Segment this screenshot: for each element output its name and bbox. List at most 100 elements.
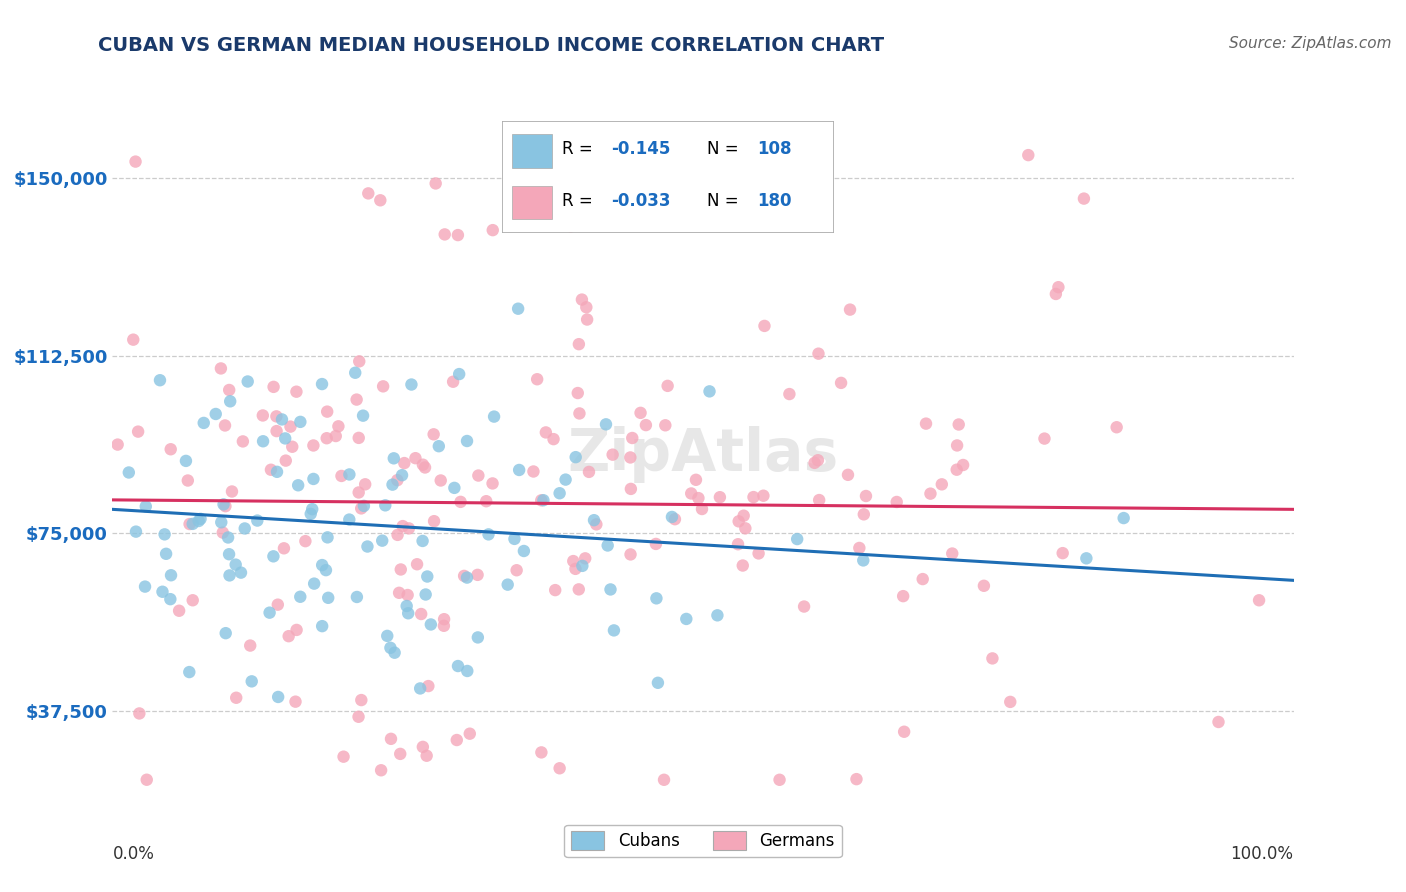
Point	[513, 544, 536, 558]
Point	[534, 425, 557, 440]
Point	[124, 154, 146, 169]
Point	[389, 747, 412, 761]
Point	[742, 490, 765, 504]
Point	[425, 177, 447, 191]
Point	[627, 164, 650, 178]
Point	[174, 454, 197, 468]
Point	[429, 474, 451, 488]
Text: Source: ZipAtlas.com: Source: ZipAtlas.com	[1229, 36, 1392, 51]
Point	[446, 733, 468, 747]
Point	[948, 417, 970, 432]
Point	[135, 772, 157, 787]
Point	[1208, 714, 1230, 729]
Point	[287, 478, 309, 492]
Point	[807, 346, 830, 360]
Point	[347, 485, 370, 500]
Point	[252, 434, 274, 449]
Point	[450, 495, 472, 509]
Point	[441, 375, 464, 389]
Point	[911, 572, 934, 586]
Point	[467, 567, 489, 582]
Point	[356, 540, 378, 554]
Point	[415, 748, 437, 763]
Point	[260, 463, 283, 477]
Point	[259, 606, 281, 620]
Point	[371, 533, 394, 548]
Point	[619, 450, 641, 465]
Point	[602, 448, 624, 462]
Point	[952, 458, 974, 472]
Point	[422, 427, 444, 442]
Point	[301, 502, 323, 516]
Point	[218, 383, 240, 397]
Point	[277, 629, 299, 643]
Point	[554, 473, 576, 487]
Point	[568, 582, 591, 597]
Point	[433, 619, 456, 633]
Point	[661, 510, 683, 524]
Point	[219, 394, 242, 409]
Point	[603, 624, 626, 638]
Point	[218, 547, 240, 561]
Point	[302, 438, 325, 452]
Point	[135, 500, 157, 514]
Point	[808, 493, 831, 508]
Point	[389, 562, 412, 576]
Point	[357, 186, 380, 201]
Point	[543, 432, 565, 446]
Point	[531, 493, 554, 508]
Point	[920, 486, 942, 500]
Point	[267, 690, 290, 704]
Point	[350, 501, 373, 516]
Point	[946, 438, 969, 452]
Point	[456, 434, 478, 448]
Point	[177, 474, 200, 488]
Point	[855, 489, 877, 503]
Point	[225, 558, 247, 572]
Point	[423, 514, 446, 528]
Point	[290, 415, 312, 429]
Point	[221, 484, 243, 499]
Point	[754, 318, 776, 333]
Point	[467, 468, 489, 483]
Point	[688, 491, 710, 505]
Point	[837, 467, 859, 482]
Point	[337, 467, 360, 482]
Point	[149, 373, 172, 387]
Point	[155, 547, 177, 561]
Point	[153, 527, 176, 541]
Point	[427, 439, 450, 453]
Point	[181, 516, 204, 531]
Point	[931, 477, 953, 491]
Point	[128, 706, 150, 721]
Point	[181, 593, 204, 607]
Point	[621, 431, 644, 445]
Point	[477, 527, 499, 541]
Point	[214, 418, 236, 433]
Point	[675, 612, 697, 626]
Point	[848, 541, 870, 555]
Point	[1247, 593, 1270, 607]
Point	[433, 227, 456, 242]
Point	[778, 387, 800, 401]
Point	[585, 517, 607, 532]
Point	[215, 626, 238, 640]
Point	[280, 419, 302, 434]
Point	[852, 553, 875, 567]
Point	[346, 590, 368, 604]
Point	[290, 590, 312, 604]
Point	[125, 524, 148, 539]
Point	[433, 612, 456, 626]
Point	[575, 300, 598, 314]
Point	[316, 591, 339, 605]
Point	[564, 562, 586, 576]
Point	[107, 437, 129, 451]
Point	[347, 710, 370, 724]
Point	[409, 681, 432, 696]
Point	[352, 409, 374, 423]
Point	[229, 566, 252, 580]
Point	[915, 417, 938, 431]
Point	[562, 554, 585, 568]
Point	[786, 532, 808, 546]
Point	[748, 546, 770, 560]
